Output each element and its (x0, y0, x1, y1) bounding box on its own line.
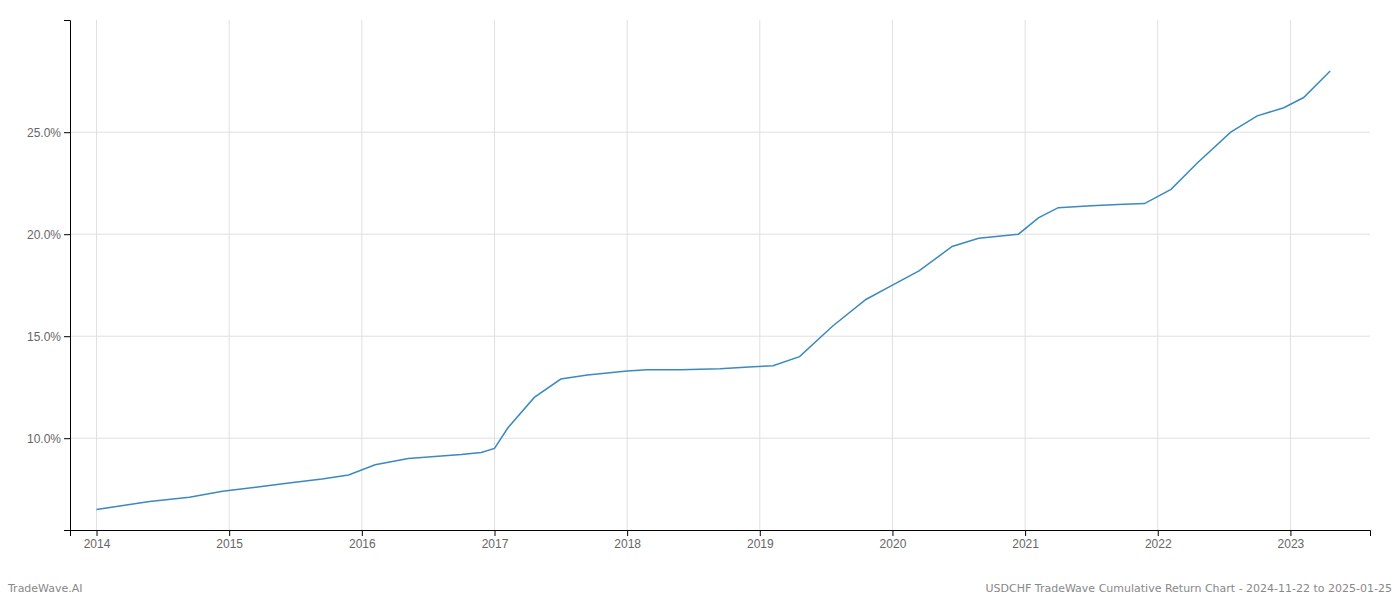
tick-label: 2016 (349, 537, 376, 551)
tick-label: 2023 (1278, 537, 1305, 551)
grid-line (229, 20, 230, 530)
tick-mark (97, 530, 98, 536)
grid-line (70, 234, 1370, 235)
tick: 2019 (747, 530, 774, 551)
tick: 2015 (216, 530, 243, 551)
tick-mark (1290, 530, 1291, 536)
grid-line (96, 20, 97, 530)
tick-mark (64, 438, 70, 439)
tick-label: 2022 (1145, 537, 1172, 551)
tick: 10.0% (27, 432, 70, 446)
tick-label: 2019 (747, 537, 774, 551)
tick-mark (1025, 530, 1026, 536)
plot-area: 2014 2015 2016 2017 2018 2019 2020 2021 2022 2023… (27, 20, 1371, 551)
grid-line (70, 132, 1370, 133)
footer: TradeWave.AI (7, 582, 83, 595)
grid-line (70, 336, 1370, 337)
tick-mark (892, 530, 893, 536)
tick-label: 10.0% (27, 432, 61, 446)
tick-mark (64, 132, 70, 133)
tick: 2022 (1145, 530, 1172, 551)
tick: 2014 (84, 530, 111, 551)
tick: 2023 (1278, 530, 1305, 551)
grid-line (1290, 20, 1291, 530)
tick: 25.0% (27, 126, 70, 140)
grid (70, 20, 1370, 530)
marks (97, 71, 1331, 510)
tick-label: 2020 (880, 537, 907, 551)
grid-line (892, 20, 893, 530)
grid-line (759, 20, 760, 530)
grid-line (361, 20, 362, 530)
tick: 2020 (880, 530, 907, 551)
tick-mark (64, 336, 70, 337)
tick: 2018 (614, 530, 641, 551)
x-axis: 2014 2015 2016 2017 2018 2019 2020 2021 2022 2023 (71, 530, 1371, 551)
tick-mark (229, 530, 230, 536)
tick-label: 2021 (1012, 537, 1039, 551)
tick-label: 15.0% (27, 330, 61, 344)
tick-label: 2015 (216, 537, 243, 551)
tick: 2016 (349, 530, 376, 551)
tick-mark (494, 530, 495, 536)
tick-mark (64, 234, 70, 235)
tick-mark (362, 530, 363, 536)
footer: USDCHF TradeWave Cumulative Return Chart… (986, 582, 1392, 595)
axis-line (64, 21, 71, 531)
grid-line (1157, 20, 1158, 530)
line (97, 71, 1331, 510)
tick-label: 25.0% (27, 126, 61, 140)
grid-line (70, 438, 1370, 439)
tick: 2021 (1012, 530, 1039, 551)
tick-mark (1158, 530, 1159, 536)
y-axis: 10.0% 15.0% 20.0% 25.0% (27, 21, 71, 531)
chart: 2014 2015 2016 2017 2018 2019 2020 2021 2022 2023… (0, 0, 1400, 600)
grid-line (1025, 20, 1026, 530)
tick-mark (627, 530, 628, 536)
axis-line (71, 531, 1371, 537)
tick-mark (760, 530, 761, 536)
tick-label: 2018 (614, 537, 641, 551)
tick-label: 2014 (84, 537, 111, 551)
tick: 15.0% (27, 330, 70, 344)
tick-label: 2017 (482, 537, 509, 551)
grid-line (494, 20, 495, 530)
tick: 2017 (482, 530, 509, 551)
grid-line (627, 20, 628, 530)
tick: 20.0% (27, 228, 70, 242)
tick-label: 20.0% (27, 228, 61, 242)
